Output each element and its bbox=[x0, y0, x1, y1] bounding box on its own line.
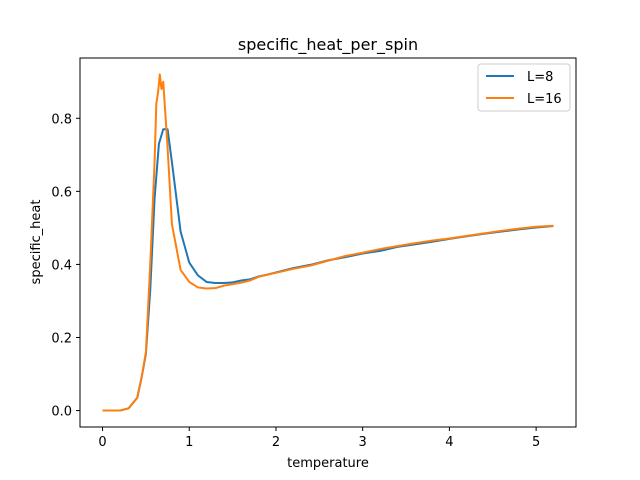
series-line-2 bbox=[102, 73, 554, 412]
x-tick-label: 3 bbox=[359, 435, 367, 450]
x-tick-label: 1 bbox=[185, 435, 193, 450]
legend-label-2: L=16 bbox=[527, 92, 562, 107]
legend-label-1: L=8 bbox=[527, 70, 553, 85]
y-axis: 0.0 0.2 0.4 0.6 0.8 bbox=[51, 112, 80, 420]
x-tick-label: 2 bbox=[272, 435, 280, 450]
plot-area bbox=[79, 57, 577, 428]
x-tick-label: 0 bbox=[98, 435, 106, 450]
series-line-1 bbox=[102, 128, 554, 412]
y-tick-label: 0.4 bbox=[51, 258, 72, 273]
y-tick-label: 0.6 bbox=[51, 185, 72, 200]
legend: L=8 L=16 bbox=[477, 63, 571, 112]
x-tick-label: 4 bbox=[445, 435, 453, 450]
chart-title: specific_heat_per_spin bbox=[238, 35, 418, 55]
axes-frame bbox=[79, 57, 577, 428]
y-tick-label: 0.0 bbox=[51, 405, 72, 420]
y-axis-label: specific_heat bbox=[29, 200, 44, 285]
x-axis-label: temperature bbox=[287, 456, 369, 471]
x-tick-label: 5 bbox=[532, 435, 540, 450]
x-axis: 0 1 2 3 4 5 bbox=[98, 427, 540, 450]
y-tick-label: 0.8 bbox=[51, 112, 72, 127]
y-tick-label: 0.2 bbox=[51, 331, 72, 346]
